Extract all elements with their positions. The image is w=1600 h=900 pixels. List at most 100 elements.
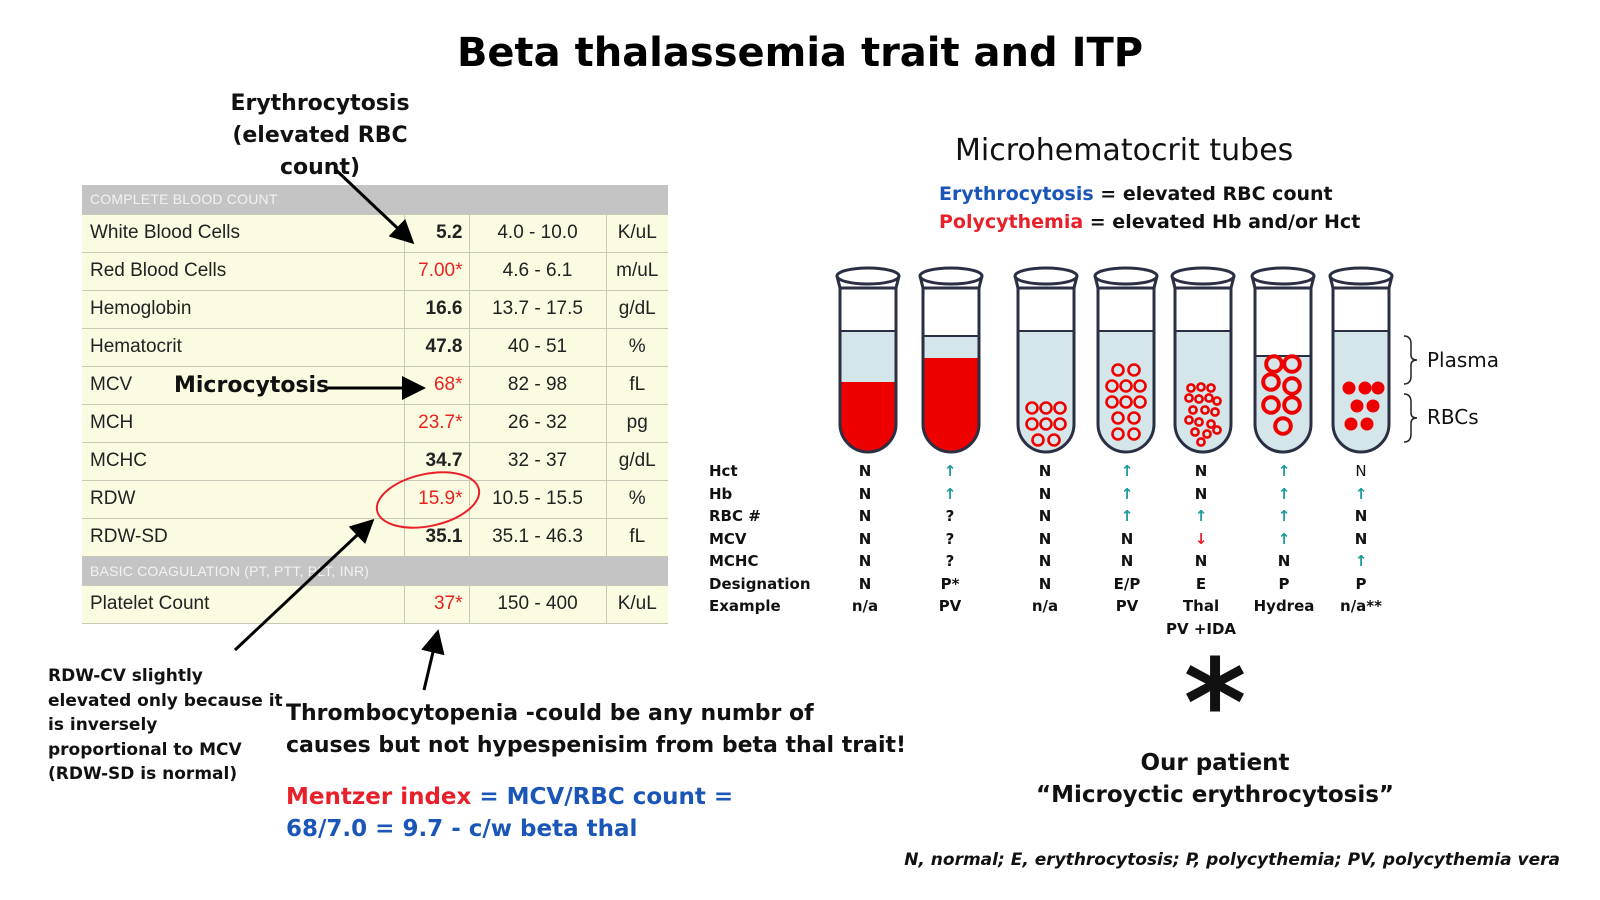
cell-mchc: ? <box>945 552 955 570</box>
tube <box>1250 266 1316 454</box>
rbc-cell <box>1025 401 1039 415</box>
test-name: MCV <box>82 366 404 405</box>
tube-outline <box>1016 288 1076 454</box>
rbc-cell <box>1127 411 1141 425</box>
rbc-cell <box>1188 405 1198 415</box>
cell-hct: N <box>1038 462 1052 480</box>
reference-range: 4.6 - 6.1 <box>468 252 606 291</box>
rbc-cell <box>1196 437 1206 447</box>
plasma-fill <box>923 336 979 452</box>
tube-rim <box>1170 266 1236 286</box>
tube <box>918 266 984 454</box>
table-row: MCV 68* 82 - 98 fL <box>82 366 668 405</box>
unit: K/uL <box>605 214 668 253</box>
cell-hct: ↑ <box>1277 462 1291 480</box>
cell-hb: ↑ <box>1277 484 1291 503</box>
table-row: RDW-SD 35.1 35.1 - 46.3 fL <box>82 518 668 557</box>
rbc-cell <box>1366 399 1380 413</box>
rbc-cell <box>1360 417 1374 431</box>
blood-fill <box>840 382 896 452</box>
rbc-cell <box>1282 354 1302 374</box>
def-rest: = elevated Hb and/or Hct <box>1083 211 1361 233</box>
mentzer-label: Mentzer index <box>286 784 472 810</box>
tube-column: ↑ ↑ ↑ ↑ N P Hydrea <box>1249 460 1319 618</box>
rbc-cell <box>1039 401 1053 415</box>
cell-rbc: N <box>858 507 872 525</box>
rbc-cell <box>1025 417 1039 431</box>
test-name: MCH <box>82 404 404 443</box>
erythrocytosis-annotation: Erythrocytosis (elevated RBC count) <box>195 88 445 184</box>
patient-line1: Our patient <box>1140 750 1290 776</box>
def-term: Erythrocytosis <box>939 183 1094 205</box>
rbc-cell <box>1133 379 1147 393</box>
cell-designation: N <box>1038 574 1052 593</box>
test-name: RDW <box>82 480 404 519</box>
brace <box>1403 393 1418 443</box>
coag-header: BASIC COAGULATION (PT, PTT, PLT, INR) <box>82 556 668 586</box>
test-value: 7.00* <box>403 252 469 291</box>
tube-outline <box>1331 288 1391 454</box>
rbc-cell <box>1196 382 1206 392</box>
cell-example2: PV +IDA <box>1166 619 1237 638</box>
cell-example: PV <box>1115 597 1139 615</box>
cell-mcv: N <box>858 529 872 548</box>
tube <box>835 266 901 454</box>
cell-hb: N <box>1038 484 1052 503</box>
rbc-cell <box>1053 401 1067 415</box>
rbc-cell <box>1212 396 1222 406</box>
rbc-cell <box>1194 417 1204 427</box>
cell-designation: E/P <box>1113 574 1141 593</box>
test-value: 34.7 <box>403 442 469 481</box>
rbc-cell <box>1190 427 1200 437</box>
cell-mcv: ? <box>945 529 955 548</box>
row-label: MCV <box>709 529 747 548</box>
rbc-cell <box>1031 433 1045 447</box>
cell-example: n/a** <box>1340 597 1382 615</box>
tube-column: N N ↑ ↓ N E Thal PV +IDA <box>1166 460 1236 640</box>
plasma-fill <box>1333 331 1389 452</box>
patient-line2: “Microyctic erythrocytosis” <box>1035 782 1395 808</box>
cell-hb: ↑ <box>1120 484 1134 503</box>
rbc-cell <box>1264 354 1284 374</box>
rbc-cell <box>1111 427 1125 441</box>
tube <box>1328 266 1394 454</box>
def-rest: = elevated RBC count <box>1093 183 1333 205</box>
test-name: Red Blood Cells <box>82 252 404 291</box>
cell-hb: N <box>1194 484 1208 503</box>
cell-hb: ↑ <box>1354 484 1368 503</box>
cell-mchc: N <box>1277 552 1291 570</box>
rdw-note: RDW-CV slightly elevated only because it… <box>48 664 283 787</box>
plasma-fill <box>840 331 896 452</box>
tube-column: ↑ ↑??? P* PV <box>915 460 985 618</box>
rbc-cell <box>1342 381 1356 395</box>
tube-outline <box>1173 288 1233 454</box>
tube-rim <box>1328 266 1394 286</box>
tube-outline <box>921 288 981 454</box>
section-header: COMPLETE BLOOD COUNT <box>82 185 668 215</box>
test-value: 37* <box>403 585 469 624</box>
thrombocytopenia-line2: causes but not hypespenisim from beta th… <box>286 733 907 758</box>
rbc-cell <box>1273 416 1293 436</box>
cell-mcv: ↑ <box>1277 529 1291 548</box>
test-value: 47.8 <box>403 328 469 367</box>
table-row: RDW 15.9* 10.5 - 15.5% <box>82 480 668 519</box>
cell-mchc: N <box>1194 552 1208 570</box>
tube-rim <box>1250 266 1316 286</box>
arrow-to-platelets <box>421 629 445 691</box>
rbc-cell <box>1358 381 1372 395</box>
table-row: Hematocrit 47.8 40 - 51% <box>82 328 668 367</box>
reference-range: 32 - 37 <box>468 442 606 481</box>
cell-example: Thal <box>1182 597 1220 615</box>
plasma-fill <box>1018 331 1074 452</box>
table-row: White Blood Cells 5.2 4.0 - 10.0 K/uL <box>82 214 668 253</box>
cell-hct: ↑ <box>1120 462 1134 480</box>
tube-rim <box>835 266 901 286</box>
cbc-header: COMPLETE BLOOD COUNT <box>82 185 668 215</box>
plasma-label: Plasma <box>1427 348 1500 372</box>
definition-polycythemia: Polycythemia = elevated Hb and/or Hct <box>939 211 1360 233</box>
rbc-cell <box>1204 393 1214 403</box>
cell-example: PV <box>938 597 962 615</box>
rbc-cell <box>1194 394 1204 404</box>
rbc-cell <box>1210 407 1220 417</box>
